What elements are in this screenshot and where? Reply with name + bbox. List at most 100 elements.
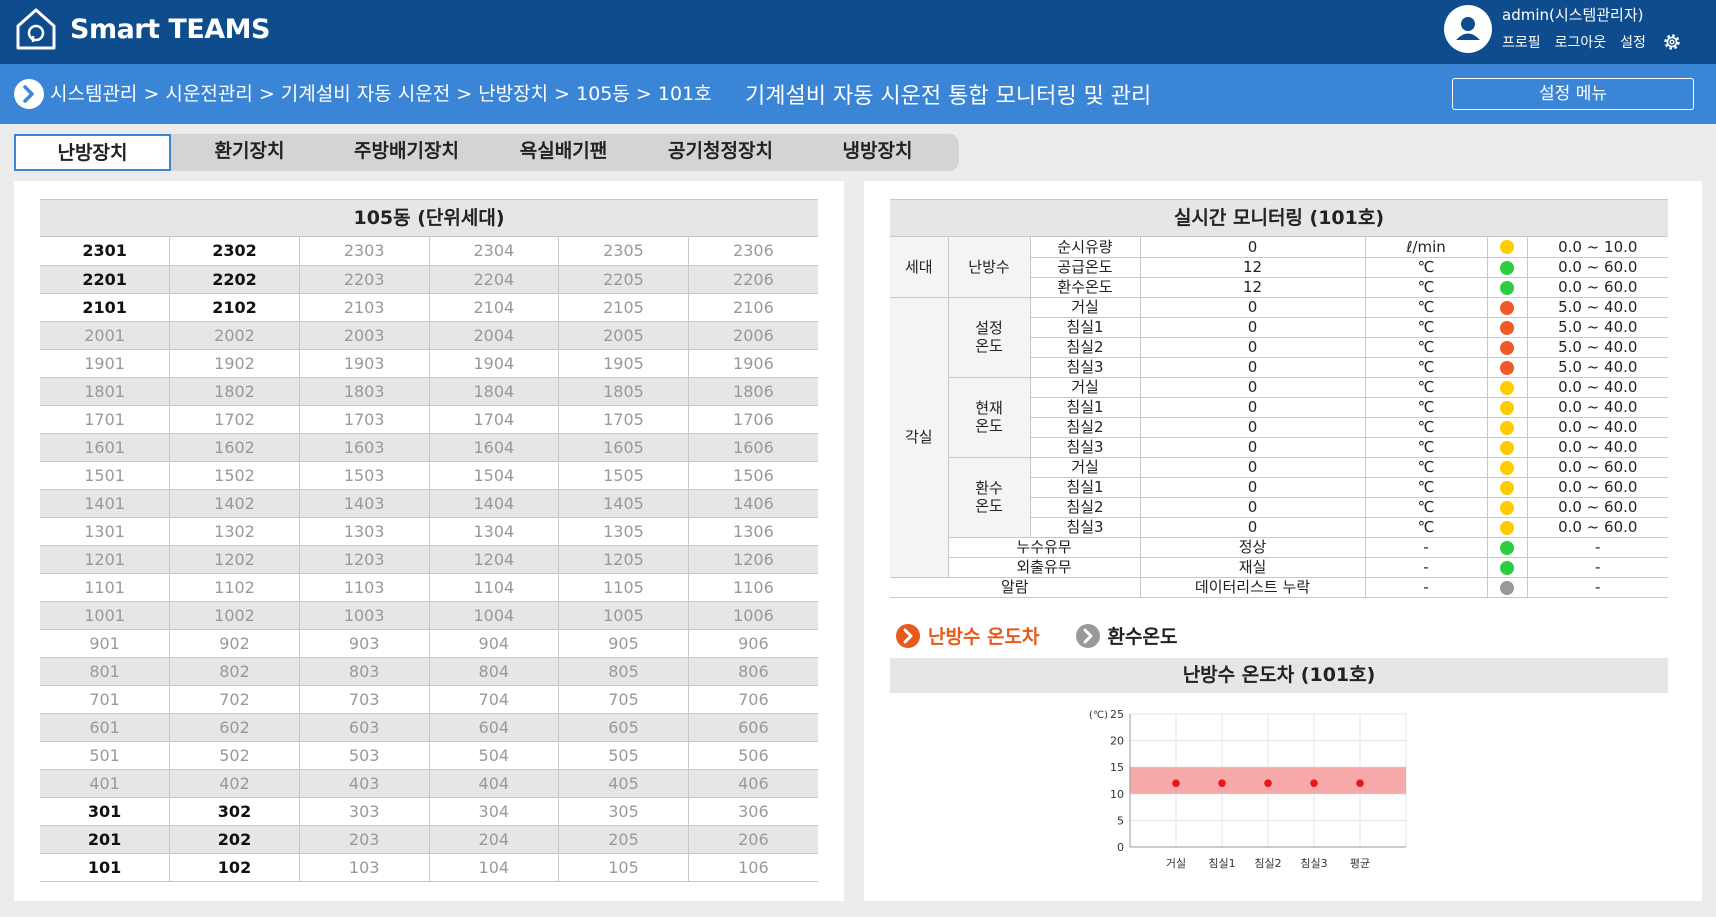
unit-cell[interactable]: 1304 [429, 517, 560, 546]
unit-cell[interactable]: 402 [169, 769, 300, 798]
unit-cell[interactable]: 101 [40, 853, 171, 882]
unit-cell[interactable]: 2303 [299, 237, 430, 266]
unit-cell[interactable]: 1103 [299, 573, 430, 602]
unit-cell[interactable]: 2202 [169, 265, 300, 294]
unit-cell[interactable]: 304 [429, 797, 560, 826]
unit-cell[interactable]: 1901 [40, 349, 171, 378]
unit-cell[interactable]: 2204 [429, 265, 560, 294]
unit-cell[interactable]: 203 [299, 825, 430, 854]
unit-cell[interactable]: 1006 [688, 601, 818, 630]
unit-cell[interactable]: 1205 [558, 545, 689, 574]
tab-4[interactable]: 공기청정장치 [668, 140, 773, 162]
unit-cell[interactable]: 2102 [169, 293, 300, 322]
unit-cell[interactable]: 1606 [688, 433, 818, 462]
unit-cell[interactable]: 206 [688, 825, 818, 854]
unit-cell[interactable]: 901 [40, 629, 171, 658]
unit-cell[interactable]: 2205 [558, 265, 689, 294]
unit-cell[interactable]: 406 [688, 769, 818, 798]
unit-cell[interactable]: 1201 [40, 545, 171, 574]
unit-cell[interactable]: 502 [169, 741, 300, 770]
unit-cell[interactable]: 2305 [558, 237, 689, 266]
unit-cell[interactable]: 1104 [429, 573, 560, 602]
unit-cell[interactable]: 1101 [40, 573, 171, 602]
unit-cell[interactable]: 1602 [169, 433, 300, 462]
unit-cell[interactable]: 1806 [688, 377, 818, 406]
tab-3[interactable]: 욕실배기팬 [519, 140, 608, 162]
unit-cell[interactable]: 503 [299, 741, 430, 770]
unit-cell[interactable]: 1902 [169, 349, 300, 378]
unit-cell[interactable]: 2106 [688, 293, 818, 322]
home-logo-icon[interactable] [14, 6, 58, 52]
unit-cell[interactable]: 1302 [169, 517, 300, 546]
unit-cell[interactable]: 1401 [40, 489, 171, 518]
profile-link[interactable]: 프로필 [1502, 35, 1541, 51]
unit-cell[interactable]: 1905 [558, 349, 689, 378]
unit-cell[interactable]: 1703 [299, 405, 430, 434]
subtab-1[interactable]: 환수온도 [1075, 622, 1177, 649]
unit-cell[interactable]: 106 [688, 853, 818, 882]
unit-cell[interactable]: 102 [169, 853, 300, 882]
unit-cell[interactable]: 701 [40, 685, 171, 714]
unit-cell[interactable]: 606 [688, 713, 818, 742]
unit-cell[interactable]: 1301 [40, 517, 171, 546]
unit-cell[interactable]: 903 [299, 629, 430, 658]
unit-cell[interactable]: 1704 [429, 405, 560, 434]
unit-cell[interactable]: 2002 [169, 321, 300, 350]
unit-cell[interactable]: 103 [299, 853, 430, 882]
gear-icon[interactable] [1662, 32, 1682, 52]
unit-cell[interactable]: 1802 [169, 377, 300, 406]
unit-cell[interactable]: 2301 [40, 237, 171, 266]
unit-cell[interactable]: 1701 [40, 405, 171, 434]
unit-cell[interactable]: 1601 [40, 433, 171, 462]
unit-cell[interactable]: 2306 [688, 237, 818, 266]
settings-link[interactable]: 설정 [1620, 35, 1646, 51]
unit-cell[interactable]: 1603 [299, 433, 430, 462]
unit-cell[interactable]: 1605 [558, 433, 689, 462]
unit-cell[interactable]: 1506 [688, 461, 818, 490]
unit-cell[interactable]: 405 [558, 769, 689, 798]
tab-5[interactable]: 냉방장치 [842, 140, 913, 162]
unit-cell[interactable]: 602 [169, 713, 300, 742]
unit-cell[interactable]: 1102 [169, 573, 300, 602]
logout-link[interactable]: 로그아웃 [1554, 35, 1607, 51]
unit-cell[interactable]: 1805 [558, 377, 689, 406]
unit-cell[interactable]: 1002 [169, 601, 300, 630]
unit-cell[interactable]: 1004 [429, 601, 560, 630]
unit-cell[interactable]: 201 [40, 825, 171, 854]
unit-cell[interactable]: 303 [299, 797, 430, 826]
unit-cell[interactable]: 1202 [169, 545, 300, 574]
unit-cell[interactable]: 906 [688, 629, 818, 658]
unit-cell[interactable]: 806 [688, 657, 818, 686]
unit-cell[interactable]: 2005 [558, 321, 689, 350]
unit-cell[interactable]: 705 [558, 685, 689, 714]
unit-cell[interactable]: 2105 [558, 293, 689, 322]
unit-cell[interactable]: 1204 [429, 545, 560, 574]
unit-cell[interactable]: 2103 [299, 293, 430, 322]
tab-0[interactable]: 난방장치 [14, 134, 171, 171]
unit-cell[interactable]: 905 [558, 629, 689, 658]
unit-cell[interactable]: 601 [40, 713, 171, 742]
unit-cell[interactable]: 1305 [558, 517, 689, 546]
unit-cell[interactable]: 2302 [169, 237, 300, 266]
unit-cell[interactable]: 2003 [299, 321, 430, 350]
unit-cell[interactable]: 301 [40, 797, 171, 826]
unit-cell[interactable]: 2001 [40, 321, 171, 350]
tab-2[interactable]: 주방배기장치 [354, 140, 459, 162]
unit-cell[interactable]: 506 [688, 741, 818, 770]
unit-cell[interactable]: 2304 [429, 237, 560, 266]
unit-cell[interactable]: 1604 [429, 433, 560, 462]
unit-cell[interactable]: 1405 [558, 489, 689, 518]
unit-cell[interactable]: 501 [40, 741, 171, 770]
unit-cell[interactable]: 504 [429, 741, 560, 770]
unit-cell[interactable]: 904 [429, 629, 560, 658]
unit-cell[interactable]: 404 [429, 769, 560, 798]
unit-cell[interactable]: 2201 [40, 265, 171, 294]
unit-cell[interactable]: 2203 [299, 265, 430, 294]
unit-cell[interactable]: 104 [429, 853, 560, 882]
unit-cell[interactable]: 205 [558, 825, 689, 854]
unit-cell[interactable]: 1406 [688, 489, 818, 518]
unit-cell[interactable]: 1702 [169, 405, 300, 434]
unit-cell[interactable]: 1403 [299, 489, 430, 518]
unit-cell[interactable]: 1005 [558, 601, 689, 630]
unit-cell[interactable]: 401 [40, 769, 171, 798]
